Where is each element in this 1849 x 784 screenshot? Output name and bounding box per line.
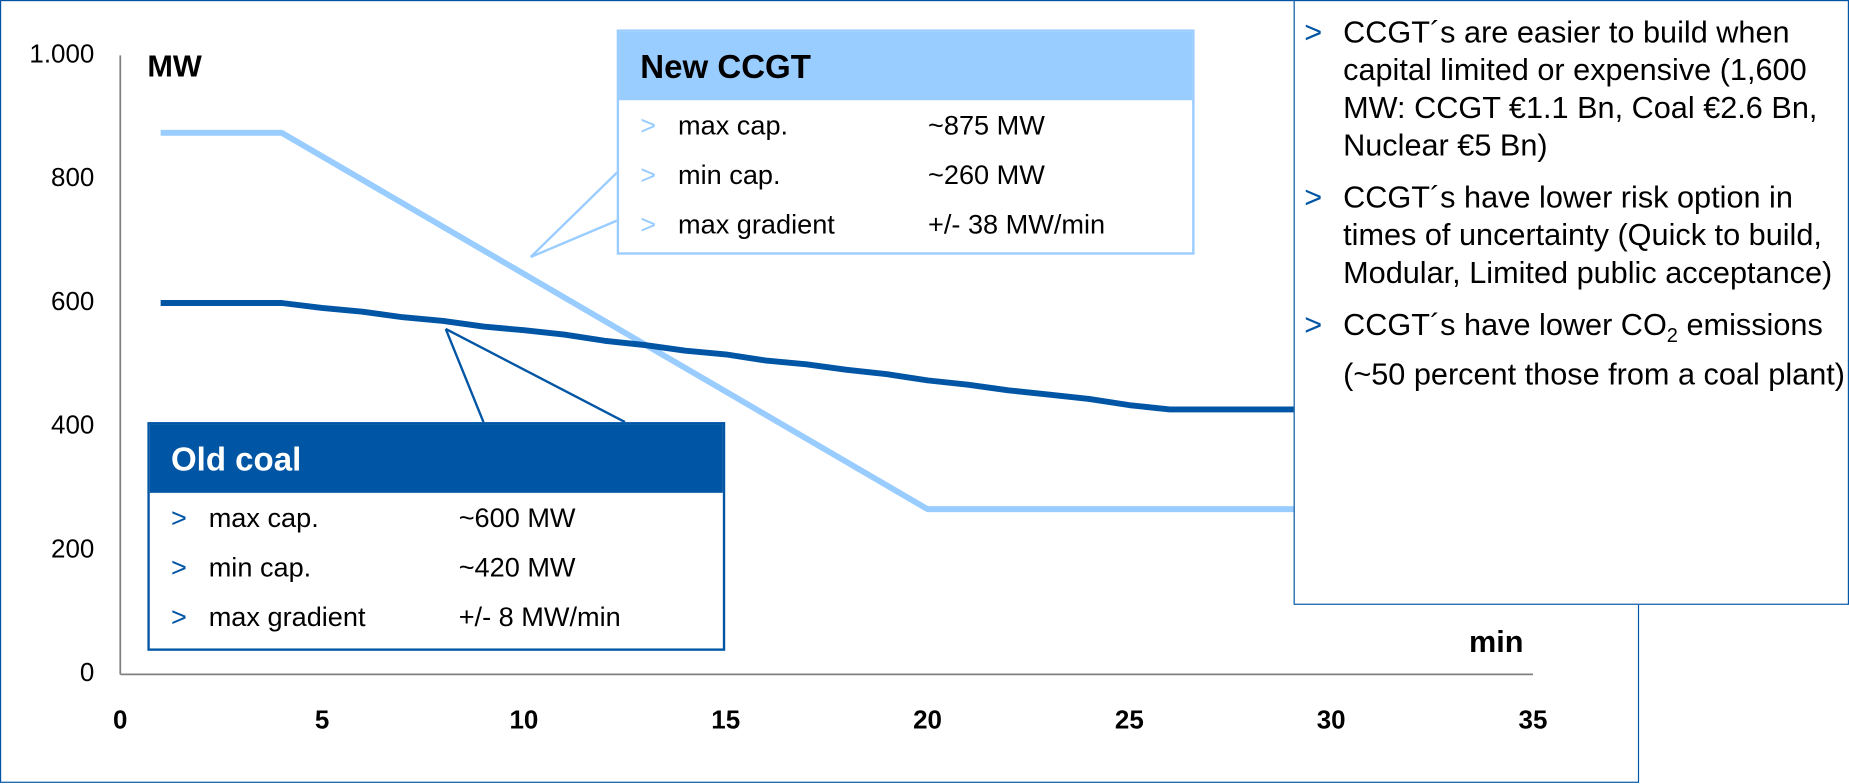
callout-title: Old coal [149,424,723,493]
x-tick-label: 30 [1317,706,1346,734]
callout-row: max gradient +/- 8 MW/min [150,592,723,642]
callout-title: New CCGT [619,31,1193,101]
x-tick-label: 35 [1519,706,1548,734]
callout-row: min cap. ~260 MW [619,150,1192,200]
bullet: CCGT´s have lower risk option in times o… [1304,178,1848,291]
x-tick-label: 15 [711,706,740,734]
bullet-box: CCGT´s are easier to build when capital … [1293,0,1849,605]
bullet: CCGT´s have lower CO2 emissions (~50 per… [1304,305,1848,392]
callout-pointer [445,327,626,424]
y-tick-label: 0 [80,659,94,687]
bullet-text: CCGT´s have lower risk option in times o… [1343,179,1833,291]
series-line [160,300,1332,413]
callout-label: max gradient [678,208,835,240]
x-tick-label: 25 [1115,706,1144,734]
callout-value: ~875 MW [928,109,1045,141]
callout-value: +/- 8 MW/min [458,601,621,632]
x-tick-label: 5 [315,706,329,734]
callout: New CCGT max cap. ~875 MW min cap. ~260 MW ma… [616,29,1195,255]
bullet-text: CCGT´s have lower CO [1343,306,1667,342]
callout-value: ~420 MW [458,551,576,583]
callout-value: ~600 MW [458,502,576,533]
x-tick-label: 20 [913,706,942,734]
y-tick-label: 400 [51,412,94,440]
bullet-subscript: 2 [1666,324,1678,347]
callout-row: max cap. ~600 MW [150,493,723,543]
callout-row: max gradient +/- 38 MW/min [619,199,1192,249]
callout-label: min cap. [208,551,312,583]
bullet-text: CCGT´s are easier to build when capital … [1343,14,1818,163]
y-tick-label: 1.000 [29,40,94,68]
y-tick-label: 800 [51,164,94,192]
bullet-text: emissions (~50 percent those from a coal… [1343,306,1846,392]
callout-value: +/- 38 MW/min [928,208,1106,240]
callout-label: max cap. [208,502,319,533]
callout-row: min cap. ~420 MW [150,542,723,592]
series-line [160,129,1332,513]
callout-label: max cap. [678,109,789,141]
bullet: CCGT´s are easier to build when capital … [1304,13,1848,164]
x-axis-label: min [1469,625,1523,659]
x-tick-label: 0 [113,706,127,734]
x-tick-label: 10 [509,706,538,734]
callout-pointer [444,328,485,423]
callout-label: max gradient [208,601,366,632]
y-tick-label: 200 [51,535,94,563]
callout-value: ~260 MW [928,159,1045,190]
callout: Old coal max cap. ~600 MW min cap. ~420 MW ma… [147,422,726,651]
callout-row: max cap. ~875 MW [619,100,1192,150]
callout-label: min cap. [678,159,781,190]
y-tick-label: 600 [51,288,94,316]
y-axis-label: MW [147,49,202,83]
